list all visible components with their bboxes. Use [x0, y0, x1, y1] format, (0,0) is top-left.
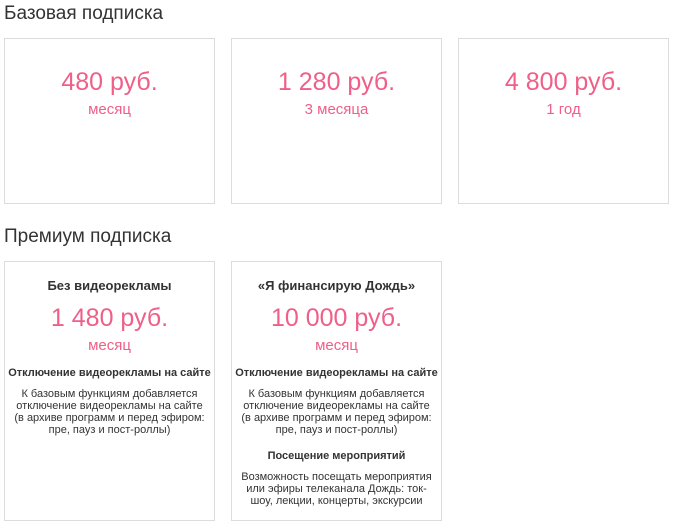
plan-period: 3 месяца [304, 101, 369, 118]
plan-card-month[interactable]: 480 руб. месяц [4, 38, 215, 204]
plan-period: 1 год [546, 101, 581, 118]
basic-section-title: Базовая подписка [4, 3, 164, 24]
feature-title: Отключение видеорекламы на сайте [235, 367, 438, 379]
premium-section-title: Премиум подписка [4, 226, 172, 247]
plan-price: 1 480 руб. [50, 304, 169, 332]
feature-title: Отключение видеорекламы на сайте [8, 367, 211, 379]
plan-card-year[interactable]: 4 800 руб. 1 год [458, 38, 669, 204]
feature-description: К базовым функциям добавляется отключени… [14, 388, 205, 436]
plan-period: месяц [88, 337, 131, 354]
plan-card-3-months[interactable]: 1 280 руб. 3 месяца [231, 38, 442, 204]
feature-description: Возможность посещать мероприятия или эфи… [241, 471, 432, 507]
feature-description: К базовым функциям добавляется отключени… [241, 388, 432, 436]
plan-price: 4 800 руб. [504, 68, 623, 96]
plan-period: месяц [88, 101, 131, 118]
plan-name: Без видеорекламы [47, 278, 172, 293]
plan-price: 10 000 руб. [270, 304, 403, 332]
plan-price: 1 280 руб. [277, 68, 396, 96]
plan-card-sponsor[interactable]: «Я финансирую Дождь» 10 000 руб. месяц О… [231, 261, 442, 521]
plan-period: месяц [315, 337, 358, 354]
plan-price: 480 руб. [61, 68, 158, 96]
feature-title: Посещение мероприятий [267, 450, 406, 462]
plan-name: «Я финансирую Дождь» [257, 278, 416, 293]
plan-card-no-ads[interactable]: Без видеорекламы 1 480 руб. месяц Отключ… [4, 261, 215, 521]
